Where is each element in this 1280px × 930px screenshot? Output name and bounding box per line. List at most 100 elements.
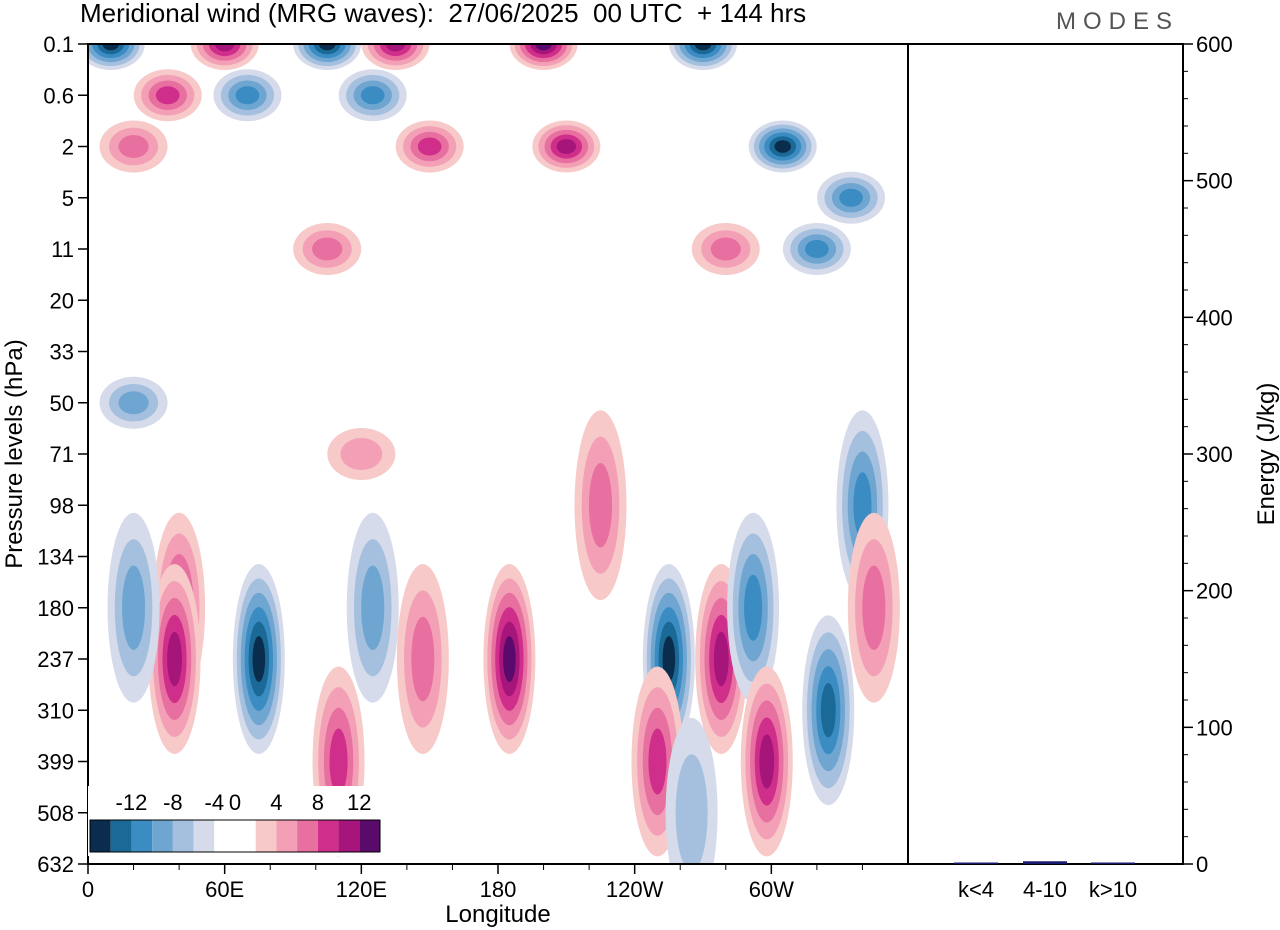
wind-feature bbox=[509, 44, 578, 70]
wind-contour bbox=[329, 728, 348, 795]
colorbar-swatch bbox=[110, 820, 132, 852]
wind-feature bbox=[847, 512, 900, 703]
wind-feature bbox=[107, 512, 160, 703]
y-tick-label: 2 bbox=[62, 135, 74, 160]
wind-contour bbox=[118, 391, 149, 415]
wind-contour bbox=[648, 728, 667, 795]
y-tick-label: 5 bbox=[62, 186, 74, 211]
energy-category-label: k<4 bbox=[958, 877, 994, 902]
wind-contour bbox=[361, 565, 385, 650]
wind-contour bbox=[318, 44, 336, 51]
colorbar-swatch bbox=[317, 820, 339, 852]
energy-tick-label: 0 bbox=[1196, 852, 1208, 877]
y-tick-label: 508 bbox=[37, 801, 74, 826]
colorbar-swatch bbox=[235, 820, 256, 852]
wind-contour bbox=[839, 188, 863, 207]
y-tick-label: 399 bbox=[37, 750, 74, 775]
colorbar-swatch bbox=[131, 820, 153, 852]
y-axis-title: Pressure levels (hPa) bbox=[1, 339, 28, 568]
wind-contour bbox=[662, 635, 676, 683]
y-tick-label: 0.1 bbox=[43, 32, 74, 57]
wind-feature bbox=[99, 120, 168, 173]
energy-category-label: 4-10 bbox=[1023, 877, 1067, 902]
wind-feature bbox=[88, 44, 145, 70]
wind-contour bbox=[774, 140, 791, 153]
x-axis-title: Longitude bbox=[445, 901, 550, 928]
wind-feature bbox=[727, 512, 780, 703]
y-tick-label: 134 bbox=[37, 545, 74, 570]
colorbar: -12 -8 -4 0 4 8 12 bbox=[88, 786, 384, 856]
energy-category-label: k>10 bbox=[1089, 877, 1137, 902]
wind-contour bbox=[535, 44, 552, 51]
y-tick-label: 71 bbox=[50, 442, 74, 467]
modes-logo: MODES bbox=[1056, 8, 1180, 35]
wind-feature bbox=[665, 717, 718, 864]
wind-feature bbox=[232, 564, 285, 754]
energy-tick-label: 600 bbox=[1196, 32, 1233, 57]
y-tick-label: 33 bbox=[50, 340, 74, 365]
axes: 0.1 0.6 2 5 11 20 33 50 71 98 134 180 237 310 399 508 63… bbox=[1, 32, 1280, 928]
wind-contour bbox=[805, 239, 829, 259]
colorbar-label: -4 bbox=[205, 790, 225, 815]
colorbar-swatch bbox=[297, 820, 318, 852]
wind-feature bbox=[293, 44, 362, 70]
colorbar-label: -12 bbox=[116, 790, 148, 815]
x-tick-label: 120E bbox=[336, 877, 387, 902]
wind-feature bbox=[748, 120, 817, 173]
wind-contour bbox=[411, 616, 435, 702]
energy-bar bbox=[1091, 862, 1135, 864]
wind-feature bbox=[99, 376, 168, 429]
y-tick-label: 11 bbox=[51, 237, 74, 262]
wind-contour bbox=[252, 635, 266, 683]
wind-feature bbox=[395, 120, 464, 173]
y-tick-label: 20 bbox=[50, 288, 74, 313]
y-tick-label: 98 bbox=[50, 493, 74, 518]
x-tick-label: 60E bbox=[205, 877, 244, 902]
colorbar-label: 12 bbox=[347, 790, 371, 815]
colorbar-frame bbox=[89, 819, 381, 853]
y-tick-label: 180 bbox=[37, 596, 74, 621]
colorbar-swatch bbox=[214, 820, 235, 852]
wind-contour bbox=[417, 137, 442, 156]
wind-contour bbox=[312, 237, 343, 261]
colorbar-swatch bbox=[276, 820, 298, 852]
colorbar-label: 0 bbox=[229, 790, 241, 815]
y-tick-label: 310 bbox=[37, 698, 74, 723]
wind-contour bbox=[503, 635, 516, 683]
wind-feature bbox=[691, 223, 760, 275]
x-tick-label: 120W bbox=[606, 877, 664, 902]
energy-axis-title: Energy (J/kg) bbox=[1253, 383, 1280, 526]
wind-feature bbox=[148, 564, 201, 754]
wind-contour bbox=[214, 44, 235, 52]
x-tick-label: 60W bbox=[749, 877, 794, 902]
y-tick-label: 0.6 bbox=[43, 83, 74, 108]
wind-feature bbox=[190, 44, 259, 70]
wind-contour bbox=[710, 237, 741, 261]
wind-feature bbox=[293, 223, 362, 275]
energy-tick-label: 500 bbox=[1196, 169, 1233, 194]
colorbar-swatch bbox=[172, 820, 194, 852]
colorbar-swatch bbox=[90, 820, 111, 852]
colorbar-swatch bbox=[338, 820, 360, 852]
wind-contour bbox=[102, 44, 120, 51]
wind-contour bbox=[118, 134, 149, 159]
energy-frame bbox=[907, 43, 1184, 865]
wind-feature bbox=[327, 428, 396, 480]
colorbar-swatch bbox=[255, 820, 277, 852]
y-tick-label: 50 bbox=[50, 391, 74, 416]
energy-tick-label: 400 bbox=[1196, 305, 1233, 330]
x-tick-label: 180 bbox=[480, 877, 517, 902]
colorbar-label: 4 bbox=[270, 790, 282, 815]
wind-feature bbox=[574, 410, 627, 601]
wind-contour bbox=[556, 139, 577, 154]
wind-field bbox=[88, 44, 900, 864]
wind-feature bbox=[817, 171, 886, 224]
wind-contour bbox=[360, 86, 385, 105]
wind-contour bbox=[694, 44, 712, 51]
wind-feature bbox=[782, 223, 851, 275]
wind-feature bbox=[669, 44, 737, 70]
wind-contour bbox=[385, 44, 406, 52]
wind-contour bbox=[122, 565, 146, 650]
wind-feature bbox=[213, 69, 282, 122]
energy-bar bbox=[954, 862, 998, 864]
